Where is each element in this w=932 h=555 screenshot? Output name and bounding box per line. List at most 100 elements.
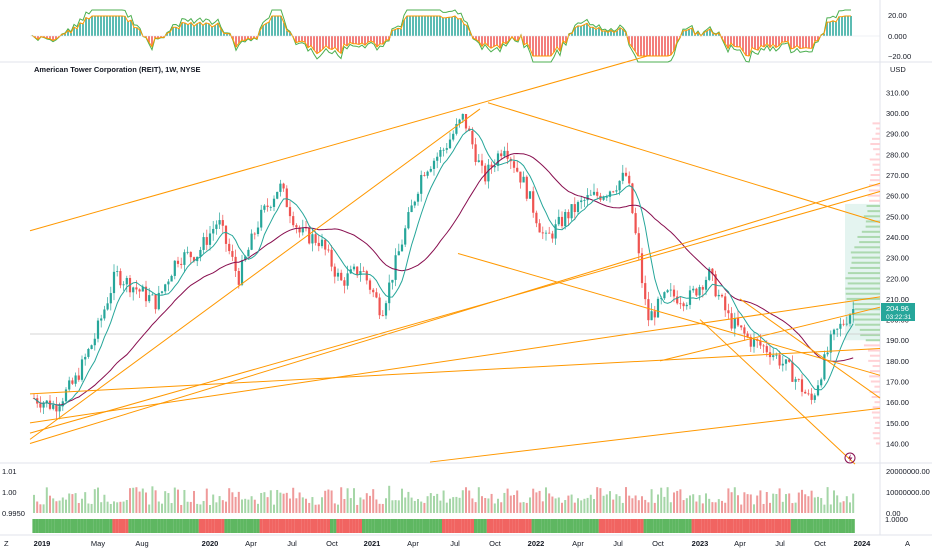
indicator-strip-cell bbox=[519, 519, 522, 533]
volume-bar bbox=[225, 502, 227, 513]
candle-body bbox=[411, 205, 413, 212]
candle-body bbox=[321, 240, 323, 246]
macd-pane[interactable] bbox=[30, 10, 880, 62]
indicator-strip-cell bbox=[96, 519, 99, 533]
indicator-strip-cell bbox=[378, 519, 381, 533]
indicator-strip-cell bbox=[692, 519, 695, 533]
candle-body bbox=[225, 226, 227, 244]
price-axis[interactable]: 310.00300.00290.00280.00270.00260.00250.… bbox=[886, 88, 909, 448]
candle-body bbox=[87, 349, 89, 357]
volume-bar bbox=[353, 488, 355, 513]
macd-histogram-bar bbox=[331, 36, 333, 50]
trend-line[interactable] bbox=[30, 183, 880, 443]
volume-bar bbox=[769, 503, 771, 513]
indicator-strip-cell bbox=[621, 519, 624, 533]
macd-histogram-bar bbox=[742, 36, 744, 51]
indicator-strip-cell bbox=[77, 519, 80, 533]
volume-bar bbox=[571, 495, 573, 513]
volume-bar bbox=[414, 501, 416, 513]
volume-bar bbox=[43, 504, 45, 513]
volume-profile-bar bbox=[873, 148, 880, 150]
macd-histogram-bar bbox=[196, 24, 198, 36]
volume-bar bbox=[254, 500, 256, 513]
indicator-strip-cell bbox=[103, 519, 106, 533]
volume-bar bbox=[638, 500, 640, 513]
macd-histogram-bar bbox=[412, 16, 414, 36]
indicator-strip-cell bbox=[151, 519, 154, 533]
indicator-strip-cell bbox=[189, 519, 192, 533]
macd-histogram-bar bbox=[100, 16, 102, 36]
volume-bar bbox=[849, 502, 851, 513]
macd-histogram-bar bbox=[367, 36, 369, 42]
left-tick-label: 1.00 bbox=[2, 488, 17, 497]
volume-pane[interactable] bbox=[33, 486, 854, 513]
macd-histogram-bar bbox=[829, 22, 831, 36]
candle-body bbox=[43, 403, 45, 407]
macd-tick-label: −20.00 bbox=[888, 52, 911, 61]
macd-histogram-bar bbox=[193, 26, 195, 36]
indicator-strip-cell bbox=[311, 519, 314, 533]
macd-histogram-bar bbox=[745, 36, 747, 55]
indicator-strip-cell bbox=[823, 519, 826, 533]
macd-histogram-bar bbox=[409, 16, 411, 36]
volume-profile-bar bbox=[864, 215, 880, 217]
volume-bar bbox=[545, 487, 547, 513]
volume-bar bbox=[839, 502, 841, 513]
candle-body bbox=[267, 206, 269, 207]
macd-histogram-bar bbox=[121, 16, 123, 36]
candle-body bbox=[331, 250, 333, 267]
trend-line[interactable] bbox=[30, 192, 880, 434]
time-tick-label: Oct bbox=[652, 539, 665, 548]
trend-line[interactable] bbox=[30, 348, 880, 393]
candle-body bbox=[503, 151, 505, 156]
price-pane[interactable] bbox=[30, 55, 880, 464]
candle-body bbox=[679, 303, 681, 304]
corner-z-button[interactable]: Z bbox=[4, 539, 9, 548]
candle-body bbox=[398, 251, 400, 255]
indicator-strip-cell bbox=[90, 519, 93, 533]
volume-profile-bar bbox=[868, 350, 880, 352]
indicator-strip-cell bbox=[832, 519, 835, 533]
candle-body bbox=[49, 401, 51, 409]
indicator-strip-cell bbox=[247, 519, 250, 533]
volume-bar bbox=[721, 501, 723, 513]
macd-histogram-bar bbox=[544, 36, 546, 56]
price-tick-label: 180.00 bbox=[886, 357, 909, 366]
candle-body bbox=[519, 172, 521, 183]
indicator-strip-cell bbox=[362, 519, 365, 533]
macd-histogram-bar bbox=[385, 36, 387, 40]
volume-bar bbox=[583, 499, 585, 513]
volume-bar bbox=[324, 491, 326, 513]
macd-histogram-bar bbox=[304, 36, 306, 42]
indicator-strip-cell bbox=[826, 519, 829, 533]
volume-bar bbox=[670, 502, 672, 513]
candle-body bbox=[763, 346, 765, 347]
volume-bar bbox=[174, 488, 176, 513]
macd-histogram-bar bbox=[361, 36, 363, 43]
volume-bar bbox=[62, 497, 64, 513]
candle-body bbox=[65, 389, 67, 401]
macd-histogram-bar bbox=[421, 16, 423, 36]
macd-histogram-bar bbox=[667, 36, 669, 56]
volume-bar bbox=[78, 503, 80, 513]
trend-line[interactable] bbox=[30, 297, 880, 423]
trend-line[interactable] bbox=[458, 253, 880, 375]
trend-line[interactable] bbox=[488, 103, 880, 223]
volume-bar bbox=[433, 496, 435, 513]
volume-bar bbox=[375, 499, 377, 513]
trend-line[interactable] bbox=[430, 408, 880, 462]
trend-line[interactable] bbox=[30, 55, 650, 231]
volume-bar bbox=[631, 498, 633, 513]
volume-bar bbox=[379, 504, 381, 513]
macd-histogram-bar bbox=[502, 36, 504, 42]
indicator-strip-cell bbox=[192, 519, 195, 533]
indicator-strip-cell bbox=[122, 519, 125, 533]
corner-a-button[interactable]: A bbox=[905, 539, 910, 548]
indicator-strip-cell bbox=[634, 519, 637, 533]
candle-body bbox=[782, 364, 784, 366]
indicator-strip-cell bbox=[829, 519, 832, 533]
candle-body bbox=[279, 184, 281, 192]
indicator-strip-cell bbox=[816, 519, 819, 533]
